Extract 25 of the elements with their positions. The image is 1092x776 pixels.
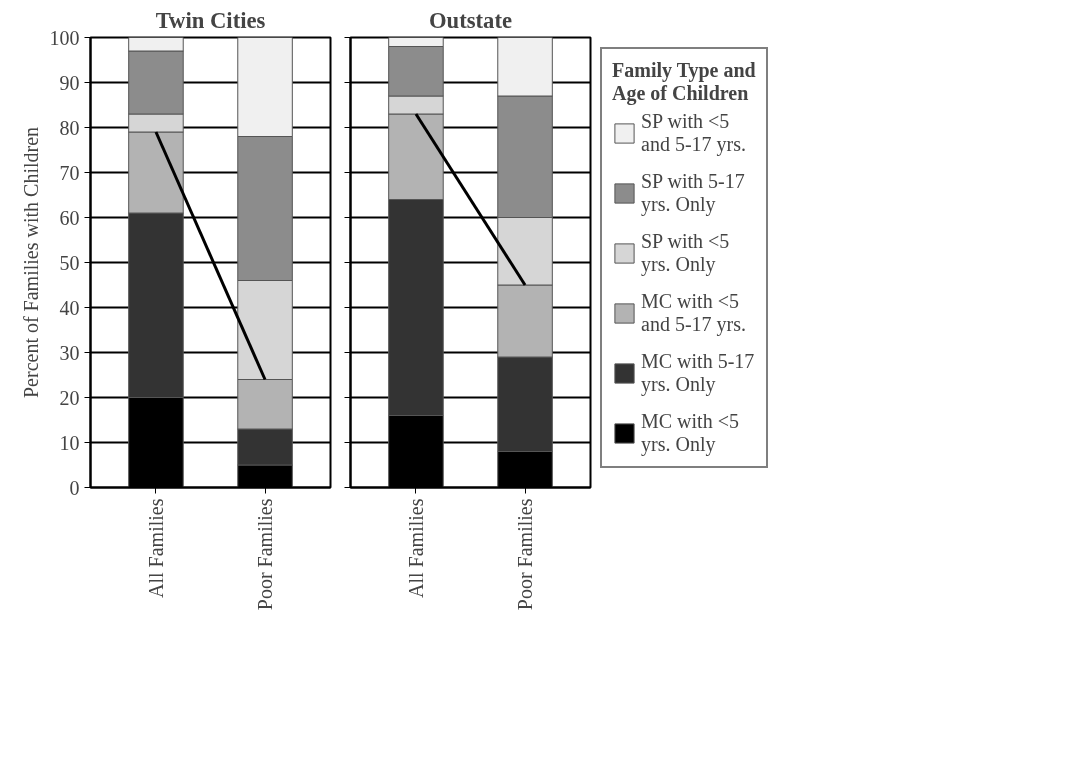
legend-label: MC with 5-17 yrs. Only xyxy=(641,350,755,396)
x-tick-label: Poor Families xyxy=(254,498,277,611)
y-tick-label: 20 xyxy=(59,386,80,409)
chart-title: Twin Cities xyxy=(155,7,266,33)
legend-label: SP with <5 and 5-17 yrs. xyxy=(641,110,746,156)
y-tick-label: 50 xyxy=(59,251,80,274)
x-tick-label: All Families xyxy=(404,498,427,598)
chart-title: Outstate xyxy=(428,7,513,33)
y-tick-label: 30 xyxy=(59,341,80,364)
legend-label: MC with <5 and 5-17 yrs. xyxy=(641,290,746,336)
legend-label: SP with <5 yrs. Only xyxy=(641,230,730,276)
y-tick-label: 0 xyxy=(69,476,80,499)
y-tick-label: 40 xyxy=(59,296,80,319)
y-tick-label: 80 xyxy=(59,116,80,139)
y-tick-label: 60 xyxy=(59,206,80,229)
y-tick-label: 90 xyxy=(59,71,80,94)
legend-label: SP with 5-17 yrs. Only xyxy=(641,170,745,216)
legend-label: MC with <5 yrs. Only xyxy=(641,410,739,456)
x-tick-label: All Families xyxy=(144,498,167,598)
legend-title: Family Type and Age of Children xyxy=(612,59,756,105)
y-tick-label: 70 xyxy=(59,161,80,184)
y-axis-title: Percent of Families with Children xyxy=(19,126,42,399)
y-tick-label: 10 xyxy=(59,431,80,454)
y-tick-label: 100 xyxy=(49,26,80,49)
x-tick-label: Poor Families xyxy=(514,498,537,611)
